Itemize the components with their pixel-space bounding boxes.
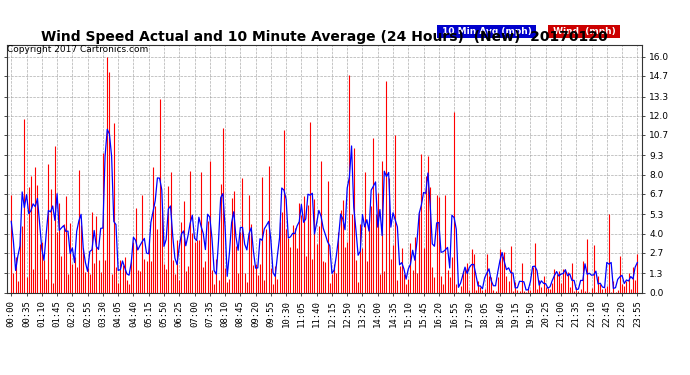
Text: Wind  (mph): Wind (mph)	[550, 27, 618, 36]
Text: 10 Min Avg (mph): 10 Min Avg (mph)	[439, 27, 535, 36]
Title: Wind Speed Actual and 10 Minute Average (24 Hours)  (New)  20170120: Wind Speed Actual and 10 Minute Average …	[41, 30, 608, 44]
Text: Copyright 2017 Cartronics.com: Copyright 2017 Cartronics.com	[7, 45, 148, 54]
